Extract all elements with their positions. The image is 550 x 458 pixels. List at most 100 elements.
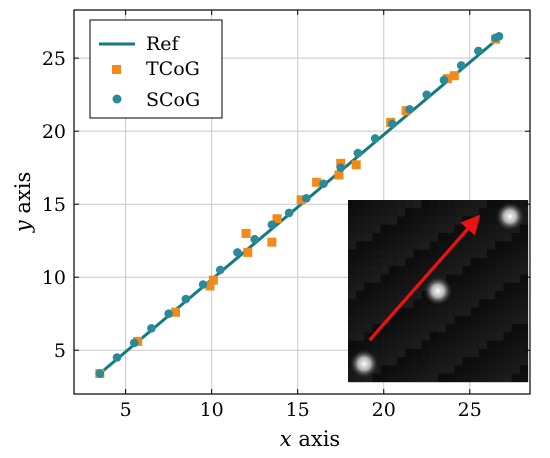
- inset-noise-pixel: [397, 274, 406, 283]
- inset-noise-pixel: [413, 348, 422, 358]
- inset-noise-pixel: [470, 249, 480, 259]
- inset-noise-pixel: [348, 332, 357, 341]
- inset-noise-pixel: [462, 208, 471, 217]
- inset-noise-pixel: [397, 241, 406, 250]
- tcog-point: [205, 281, 215, 291]
- inset-noise-pixel: [421, 266, 431, 275]
- inset-noise-pixel: [429, 208, 439, 217]
- inset-noise-pixel: [429, 332, 439, 341]
- y-tick-label: 25: [42, 48, 66, 70]
- inset-noise-pixel: [380, 373, 390, 383]
- inset-noise-pixel: [348, 299, 357, 308]
- scog-point: [215, 265, 225, 275]
- inset-noise-pixel: [478, 332, 488, 341]
- inset-noise-pixel: [421, 373, 431, 383]
- inset-noise-pixel: [356, 299, 365, 308]
- scog-point: [439, 75, 449, 85]
- inset-noise-pixel: [487, 257, 496, 267]
- inset-noise-pixel: [478, 282, 488, 292]
- inset-noise-pixel: [438, 340, 447, 350]
- inset-noise-pixel: [470, 208, 480, 217]
- scog-point: [284, 208, 294, 218]
- inset-noise-pixel: [462, 365, 471, 374]
- inset-noise-pixel: [511, 357, 521, 366]
- inset-noise-pixel: [405, 233, 414, 242]
- inset-noise-pixel: [503, 274, 512, 283]
- ref-series: [98, 36, 500, 375]
- inset-noise-pixel: [478, 233, 488, 242]
- inset-noise-pixel: [380, 348, 390, 358]
- inset-noise-pixel: [454, 365, 463, 374]
- inset-noise-pixel: [348, 233, 357, 242]
- inset-noise-pixel: [487, 332, 496, 341]
- inset-noise-pixel: [380, 315, 390, 325]
- inset-noise-pixel: [511, 332, 521, 341]
- inset-noise-pixel: [348, 274, 357, 283]
- inset-noise-pixel: [438, 249, 447, 259]
- inset-noise-pixel: [511, 299, 521, 308]
- inset-noise-pixel: [372, 315, 381, 325]
- inset-noise-pixel: [348, 257, 357, 267]
- inset-noise-pixel: [462, 233, 471, 242]
- inset-noise-pixel: [470, 233, 480, 242]
- inset-noise-pixel: [503, 241, 512, 250]
- inset-noise-pixel: [372, 291, 381, 300]
- inset-noise-pixel: [429, 200, 439, 209]
- inset-noise-pixel: [380, 216, 390, 226]
- inset-noise-pixel: [413, 216, 422, 226]
- inset-noise-pixel: [519, 332, 529, 341]
- inset-noise-pixel: [495, 357, 504, 366]
- inset-noise-pixel: [462, 299, 471, 308]
- inset-noise-pixel: [511, 274, 521, 283]
- plot-frame: [73, 9, 531, 395]
- inset-noise-pixel: [438, 208, 447, 217]
- inset-noise-pixel: [421, 200, 431, 209]
- inset-noise-pixel: [421, 257, 431, 267]
- scog-point: [233, 248, 242, 257]
- inset-noise-pixel: [364, 274, 373, 283]
- inset-noise-pixel: [454, 249, 463, 259]
- inset-noise-pixel: [454, 266, 463, 275]
- inset-noise-pixel: [470, 348, 480, 358]
- scog-point: [302, 194, 311, 203]
- inset-noise-pixel: [405, 324, 414, 333]
- inset-noise-pixel: [446, 332, 455, 341]
- inset-noise-pixel: [487, 365, 496, 374]
- inset-noise-pixel: [380, 324, 390, 333]
- inset-noise-pixel: [356, 324, 365, 333]
- inset-noise-pixel: [397, 200, 406, 209]
- inset-noise-pixel: [413, 208, 422, 217]
- inset-noise-pixel: [503, 299, 512, 308]
- inset-noise-pixel: [380, 365, 390, 374]
- tcog-point: [272, 214, 282, 224]
- inset-noise-pixel: [446, 324, 455, 333]
- inset-noise-pixel: [380, 233, 390, 242]
- inset-noise-pixel: [388, 373, 398, 383]
- inset-noise-pixel: [503, 257, 512, 267]
- inset-noise-pixel: [511, 348, 521, 358]
- inset-noise-pixel: [356, 216, 365, 226]
- inset-noise-pixel: [388, 332, 398, 341]
- inset-spot: [496, 202, 524, 231]
- inset-noise-pixel: [364, 216, 373, 226]
- inset-noise-pixel: [503, 324, 512, 333]
- scog-point: [319, 179, 328, 189]
- inset-noise-pixel: [397, 340, 406, 350]
- inset-noise-pixel: [413, 274, 422, 283]
- inset-noise-pixel: [495, 266, 504, 275]
- inset-noise-pixel: [487, 340, 496, 350]
- inset-noise-pixel: [405, 373, 414, 383]
- inset-noise-pixel: [454, 348, 463, 358]
- inset-noise-pixel: [421, 315, 431, 325]
- scog-point: [267, 220, 277, 229]
- inset-noise-pixel: [380, 266, 390, 275]
- inset-noise-pixel: [429, 348, 439, 358]
- inset-noise-pixel: [421, 233, 431, 242]
- inset-noise-pixel: [478, 200, 488, 209]
- inset-noise-pixel: [495, 365, 504, 374]
- inset-noise-pixel: [462, 249, 471, 259]
- inset-noise-pixel: [429, 315, 439, 325]
- inset-noise-pixel: [397, 357, 406, 366]
- inset-noise-pixel: [462, 373, 471, 383]
